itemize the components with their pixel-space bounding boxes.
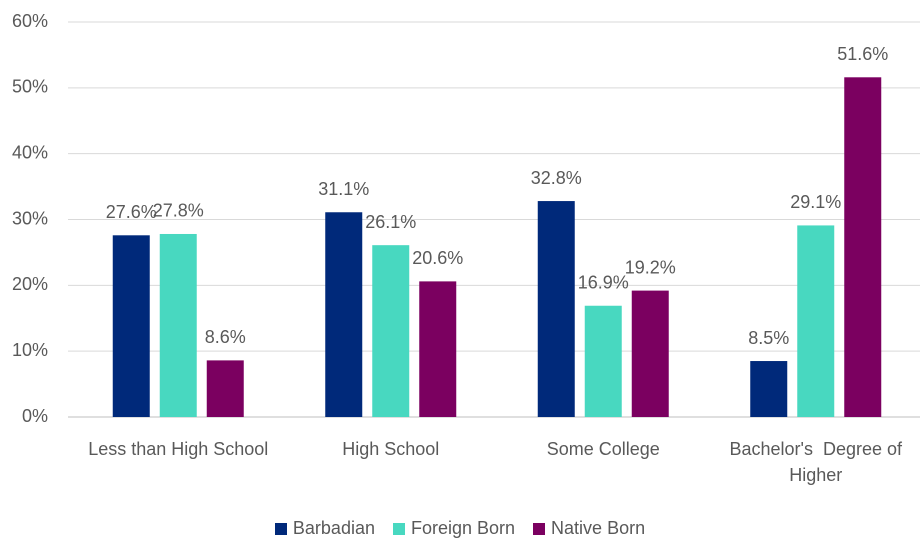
legend-swatch xyxy=(274,522,287,535)
y-tick-label: 10% xyxy=(12,340,48,360)
bar xyxy=(159,233,197,417)
value-label: 27.6% xyxy=(106,202,157,222)
bar xyxy=(584,305,622,417)
value-label: 8.5% xyxy=(748,328,789,348)
bar xyxy=(631,290,669,417)
bar xyxy=(372,245,410,417)
legend-label: Native Born xyxy=(551,518,646,538)
legend-label: Barbadian xyxy=(292,518,375,538)
value-label: 8.6% xyxy=(205,327,246,347)
value-label: 27.8% xyxy=(153,201,204,221)
y-tick-label: 20% xyxy=(12,274,48,294)
x-tick-label: High School xyxy=(342,439,440,459)
bar xyxy=(844,77,882,418)
value-label: 16.9% xyxy=(578,272,629,292)
value-label: 19.2% xyxy=(625,257,676,277)
value-label: 20.6% xyxy=(412,248,463,268)
bar xyxy=(537,201,575,417)
legend-item: Native Born xyxy=(533,518,645,539)
bar xyxy=(325,212,363,417)
y-tick-label: 40% xyxy=(12,142,48,162)
value-label: 29.1% xyxy=(790,192,841,212)
bar xyxy=(112,235,150,417)
legend-swatch xyxy=(533,522,546,535)
legend-item: Barbadian xyxy=(274,518,375,539)
legend-swatch xyxy=(392,522,405,535)
bar xyxy=(750,361,788,417)
bar xyxy=(797,225,835,417)
value-label: 31.1% xyxy=(318,179,369,199)
legend: Barbadian Foreign Born Native Born xyxy=(0,518,920,539)
bar xyxy=(419,281,457,417)
legend-label: Foreign Born xyxy=(410,518,516,538)
y-tick-label: 60% xyxy=(12,11,48,31)
value-label: 32.8% xyxy=(531,168,582,188)
value-label: 51.6% xyxy=(837,44,888,64)
x-tick-label: Less than High School xyxy=(88,439,269,459)
y-tick-label: 30% xyxy=(12,208,48,228)
value-label: 26.1% xyxy=(365,212,416,232)
y-tick-label: 50% xyxy=(12,77,48,97)
bar xyxy=(206,360,244,417)
y-tick-label: 0% xyxy=(22,406,48,426)
x-tick-label: Some College xyxy=(546,439,660,459)
legend-item: Foreign Born xyxy=(392,518,516,539)
x-tick-label: Bachelor's Degree of Higher xyxy=(729,439,908,485)
